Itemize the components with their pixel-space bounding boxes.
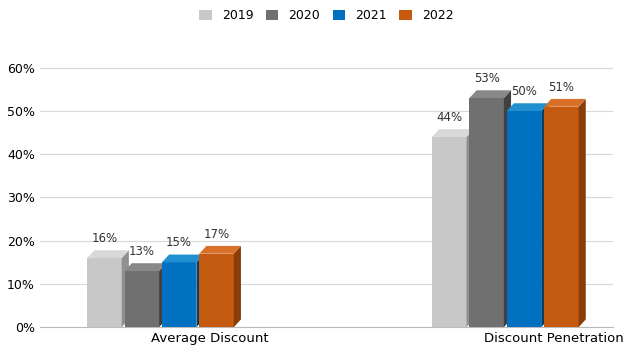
Polygon shape [87,258,121,327]
Polygon shape [87,250,129,258]
Polygon shape [466,129,473,327]
Polygon shape [159,263,166,327]
Text: 16%: 16% [91,232,118,245]
Polygon shape [470,98,504,327]
Text: 50%: 50% [511,85,537,98]
Polygon shape [196,254,204,327]
Polygon shape [121,250,129,327]
Text: 13%: 13% [129,245,155,258]
Polygon shape [199,254,234,327]
Polygon shape [125,263,166,271]
Text: 51%: 51% [548,81,574,94]
Polygon shape [432,137,466,327]
Text: 17%: 17% [203,228,229,241]
Text: 44%: 44% [436,111,463,124]
Polygon shape [199,246,241,254]
Polygon shape [470,90,511,98]
Polygon shape [125,271,159,327]
Polygon shape [162,254,204,262]
Polygon shape [162,262,196,327]
Text: 53%: 53% [473,72,500,85]
Polygon shape [544,99,586,107]
Legend: 2019, 2020, 2021, 2022: 2019, 2020, 2021, 2022 [194,4,459,27]
Polygon shape [544,107,578,327]
Polygon shape [507,111,541,327]
Polygon shape [541,103,548,327]
Text: 15%: 15% [166,237,192,249]
Polygon shape [504,90,511,327]
Polygon shape [578,99,586,327]
Polygon shape [432,129,473,137]
Polygon shape [507,103,548,111]
Polygon shape [234,246,241,327]
